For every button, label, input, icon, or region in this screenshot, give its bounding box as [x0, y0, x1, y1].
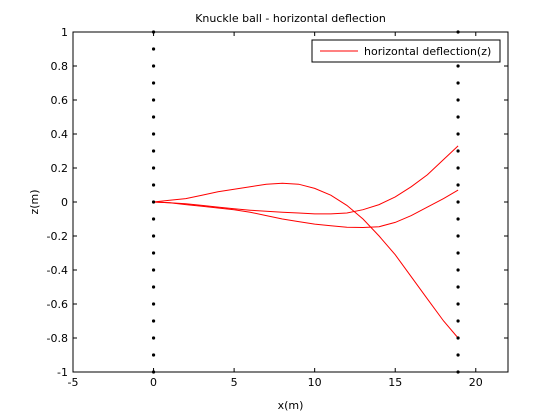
- marker-dot-1: [151, 234, 156, 238]
- marker-dot-2: [456, 251, 460, 255]
- y-tick-label: 0.6: [51, 94, 69, 107]
- x-tick-label: 20: [469, 376, 483, 389]
- marker-dot-2: [456, 166, 460, 170]
- marker-dot-2: [456, 132, 460, 136]
- x-tick-label: 0: [150, 376, 157, 389]
- marker-dot-1: [151, 217, 156, 221]
- marker-dot-1: [151, 268, 156, 272]
- marker-dot-1: [151, 336, 156, 340]
- y-axis-ticks: -1 -0.8 -0.6 -0.4 -0.2 0 0.2 0.4 0.6 0.8 1: [47, 26, 508, 379]
- marker-dot-1: [151, 285, 156, 289]
- marker-dot-1: [151, 353, 156, 357]
- y-tick-label: 0.2: [51, 162, 69, 175]
- marker-dot-1: [151, 200, 156, 204]
- marker-dot-1: [151, 166, 156, 170]
- marker-dot-2: [456, 353, 460, 357]
- series-line-2: [153, 189, 459, 229]
- marker-dot-1: [151, 115, 156, 119]
- marker-dot-1: [151, 98, 156, 102]
- marker-dot-1: [151, 251, 156, 255]
- legend: horizontal deflection(z): [311, 39, 501, 63]
- marker-dot-2: [456, 217, 460, 221]
- y-axis-label: z(m): [28, 189, 41, 214]
- series-layer: [153, 145, 459, 339]
- marker-dot-2: [456, 64, 460, 68]
- x-axis-ticks: -5 0 5 10 15 20: [68, 32, 483, 389]
- marker-dot-2: [456, 81, 460, 85]
- x-tick-label: 15: [388, 376, 402, 389]
- y-tick-label: 0.4: [51, 128, 69, 141]
- marker-dot-2: [456, 183, 460, 187]
- marker-dot-2: [456, 200, 460, 204]
- marker-dot-2: [456, 115, 460, 119]
- marker-dot-2: [456, 285, 460, 289]
- legend-box: [311, 39, 501, 63]
- y-tick-label: 0: [61, 196, 68, 209]
- marker-dot-1: [151, 183, 156, 187]
- plot-area: [73, 32, 508, 372]
- marker-dot-2: [456, 149, 460, 153]
- marker-dot-2: [456, 302, 460, 306]
- y-tick-label: 0.8: [51, 60, 69, 73]
- y-tick-label: -0.4: [47, 264, 68, 277]
- legend-entry-label: horizontal deflection(z): [364, 45, 491, 58]
- y-tick-label: -0.8: [47, 332, 68, 345]
- x-tick-label: 5: [231, 376, 238, 389]
- marker-dot-1: [151, 319, 156, 323]
- x-tick-label: 10: [308, 376, 322, 389]
- marker-dot-2: [456, 336, 460, 340]
- marker-dot-1: [151, 302, 156, 306]
- x-axis-label: x(m): [278, 399, 304, 412]
- y-tick-label: 1: [61, 26, 68, 39]
- y-tick-label: -0.2: [47, 230, 68, 243]
- marker-dot-2: [456, 98, 460, 102]
- marker-dot-1: [151, 47, 156, 51]
- marker-dot-1: [151, 149, 156, 153]
- y-tick-label: -1: [57, 366, 68, 379]
- x-tick-label: -5: [68, 376, 79, 389]
- chart-title: Knuckle ball - horizontal deflection: [195, 12, 386, 25]
- marker-dot-1: [151, 81, 156, 85]
- marker-dot-2: [456, 319, 460, 323]
- marker-dot-1: [151, 132, 156, 136]
- marker-dot-2: [456, 268, 460, 272]
- series-line-3: [153, 145, 459, 215]
- marker-dot-1: [151, 64, 156, 68]
- y-tick-label: -0.6: [47, 298, 68, 311]
- series-line-1: [153, 182, 459, 339]
- marker-dot-2: [456, 234, 460, 238]
